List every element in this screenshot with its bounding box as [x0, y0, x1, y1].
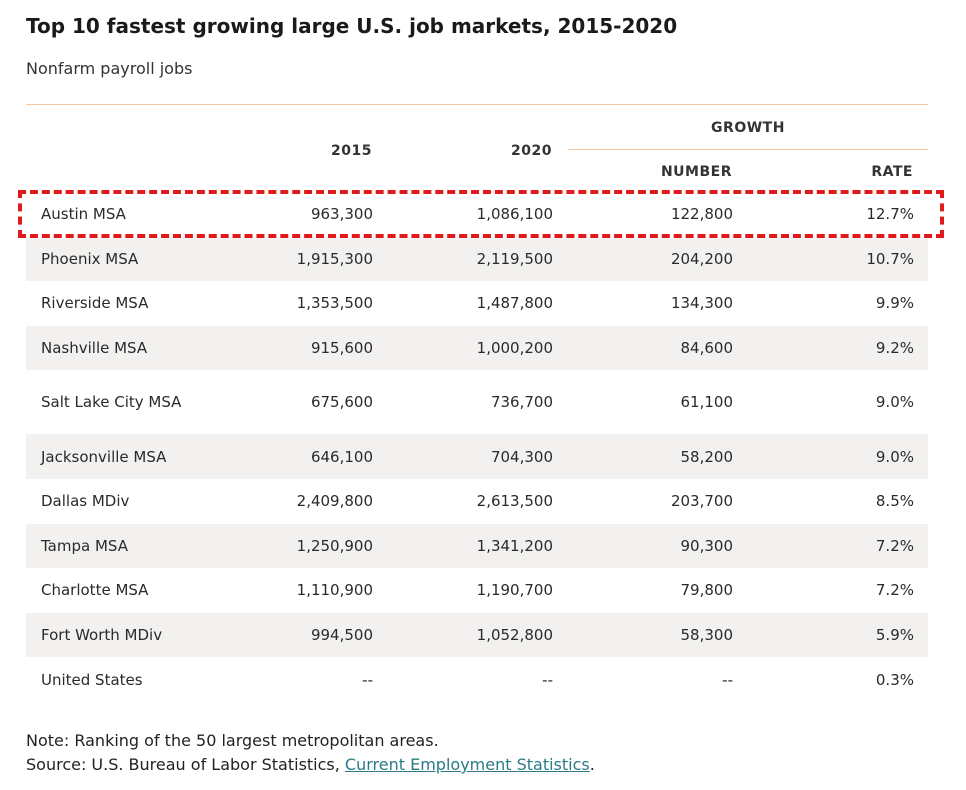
cell-growth-number: 134,300 [670, 294, 733, 313]
cell-area: Dallas MDiv [41, 492, 130, 511]
cell-2020: 1,190,700 [476, 581, 553, 600]
cell-area: Fort Worth MDiv [41, 626, 163, 645]
header-rate: RATE [871, 164, 913, 180]
cell-2015: 675,600 [310, 393, 373, 412]
cell-2020: 736,700 [490, 393, 553, 412]
cell-growth-number: 58,200 [680, 447, 734, 466]
cell-2015: 1,110,900 [296, 581, 373, 600]
cell-2015: -- [362, 670, 373, 689]
cell-area: United States [41, 670, 143, 689]
cell-2015: 2,409,800 [296, 492, 373, 511]
cell-growth-rate: 5.9% [875, 626, 914, 645]
cell-growth-number: -- [722, 670, 733, 689]
cell-2020: 1,341,200 [476, 536, 553, 555]
cell-growth-rate: 10.7% [866, 249, 914, 268]
header-top-rule [26, 104, 928, 105]
table-row: Nashville MSA 915,600 1,000,200 84,600 9.2% [26, 325, 928, 371]
cell-area: Tampa MSA [41, 536, 128, 555]
header-growth-rule [568, 149, 928, 150]
header-growth: GROWTH [711, 120, 785, 136]
chart-subtitle: Nonfarm payroll jobs [26, 59, 193, 78]
data-table: Austin MSA 963,300 1,086,100 122,800 12.7% Ph… [26, 192, 928, 702]
cell-growth-rate: 0.3% [875, 670, 914, 689]
table-row: Phoenix MSA 1,915,300 2,119,500 204,200 10.7… [26, 236, 928, 282]
cell-area: Charlotte MSA [41, 581, 149, 600]
cell-2020: 2,119,500 [476, 249, 553, 268]
cell-growth-rate: 9.9% [875, 294, 914, 313]
header-2020: 2020 [511, 143, 552, 159]
source-link[interactable]: Current Employment Statistics [344, 755, 590, 774]
source-prefix: Source: U.S. Bureau of Labor Statistics, [26, 755, 345, 774]
cell-2020: -- [542, 670, 553, 689]
cell-growth-rate: 9.0% [875, 447, 914, 466]
table-row: Dallas MDiv 2,409,800 2,613,500 203,700 8.5% [26, 479, 928, 524]
cell-2020: 704,300 [490, 447, 553, 466]
cell-area: Jacksonville MSA [41, 447, 167, 466]
cell-growth-number: 58,300 [680, 626, 734, 645]
cell-growth-number: 204,200 [670, 249, 733, 268]
table-row: Tampa MSA 1,250,900 1,341,200 90,300 7.2% [26, 523, 928, 569]
table-row: Riverside MSA 1,353,500 1,487,800 134,300 9.… [26, 281, 928, 326]
chart-title: Top 10 fastest growing large U.S. job ma… [26, 14, 678, 38]
cell-2015: 1,250,900 [296, 536, 373, 555]
cell-2020: 1,052,800 [476, 626, 553, 645]
cell-2020: 1,487,800 [476, 294, 553, 313]
cell-2020: 1,086,100 [476, 205, 553, 224]
cell-growth-number: 84,600 [680, 339, 734, 358]
cell-2020: 1,000,200 [476, 339, 553, 358]
cell-2015: 963,300 [310, 205, 373, 224]
table-row: Salt Lake City MSA 675,600 736,700 61,100 9.… [26, 370, 928, 434]
cell-2015: 646,100 [310, 447, 373, 466]
cell-growth-rate: 7.2% [875, 581, 914, 600]
cell-2020: 2,613,500 [476, 492, 553, 511]
cell-area: Austin MSA [41, 205, 126, 224]
cell-2015: 1,353,500 [296, 294, 373, 313]
cell-growth-number: 61,100 [680, 393, 734, 412]
cell-growth-rate: 9.2% [875, 339, 914, 358]
source-line: Source: U.S. Bureau of Labor Statistics,… [26, 755, 595, 774]
cell-growth-rate: 12.7% [866, 205, 914, 224]
table-row: United States -- -- -- 0.3% [26, 657, 928, 702]
cell-2015: 1,915,300 [296, 249, 373, 268]
table-row: Austin MSA 963,300 1,086,100 122,800 12.7% [26, 192, 928, 237]
cell-growth-number: 122,800 [670, 205, 733, 224]
cell-growth-number: 90,300 [680, 536, 734, 555]
cell-area: Nashville MSA [41, 339, 148, 358]
note-text: Note: Ranking of the 50 largest metropol… [26, 731, 439, 750]
cell-growth-rate: 8.5% [875, 492, 914, 511]
cell-area: Riverside MSA [41, 294, 149, 313]
source-suffix: . [589, 755, 595, 774]
cell-2015: 994,500 [310, 626, 373, 645]
cell-area: Phoenix MSA [41, 249, 139, 268]
table-row: Charlotte MSA 1,110,900 1,190,700 79,800 7.2… [26, 568, 928, 613]
table-row: Fort Worth MDiv 994,500 1,052,800 58,300 5.9… [26, 612, 928, 658]
cell-growth-rate: 7.2% [875, 536, 914, 555]
header-number: NUMBER [660, 164, 732, 180]
cell-2015: 915,600 [310, 339, 373, 358]
cell-growth-number: 203,700 [670, 492, 733, 511]
table-row: Jacksonville MSA 646,100 704,300 58,200 9.0% [26, 434, 928, 479]
cell-growth-rate: 9.0% [875, 393, 914, 412]
cell-area: Salt Lake City MSA [41, 393, 182, 412]
header-2015: 2015 [331, 143, 372, 159]
cell-growth-number: 79,800 [680, 581, 734, 600]
